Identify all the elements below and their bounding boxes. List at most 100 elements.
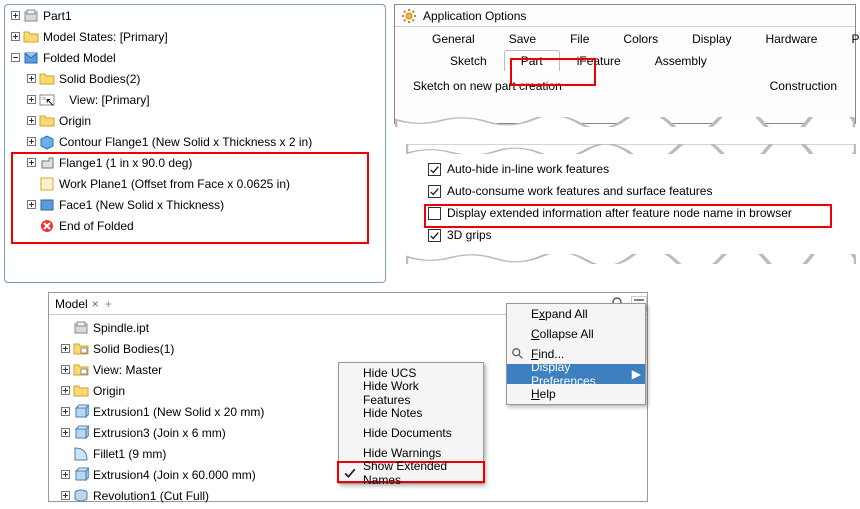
application-options-dialog: Application Options GeneralSaveFileColor… xyxy=(394,4,856,124)
tree-expander[interactable] xyxy=(9,52,21,64)
dialog-title: Application Options xyxy=(423,9,526,23)
menu-label: Help xyxy=(531,387,556,401)
tree-expander[interactable] xyxy=(59,490,71,502)
menu-label: Hide Documents xyxy=(363,426,452,440)
tab-general[interactable]: General xyxy=(415,28,492,49)
tree-item[interactable]: Solid Bodies(2) xyxy=(5,68,385,89)
highlight-box-checkbox xyxy=(424,204,832,228)
menu-label: Show Extended Names xyxy=(363,459,469,487)
folder-view-icon xyxy=(73,341,89,357)
tab-add-icon[interactable]: + xyxy=(105,297,112,311)
folder-icon xyxy=(39,113,55,129)
extrusion-icon xyxy=(73,425,89,441)
revolution-icon xyxy=(73,488,89,504)
context-menu-hide-options[interactable]: Hide UCS Hide Work Features Hide Notes Hide… xyxy=(338,362,484,484)
menu-item[interactable]: Collapse All xyxy=(507,324,645,344)
tree-expander[interactable] xyxy=(25,136,37,148)
search-icon xyxy=(511,347,525,361)
tree-label: View: [Primary] xyxy=(69,93,149,107)
tree-label: Origin xyxy=(93,384,125,398)
tab-assembly[interactable]: Assembly xyxy=(638,50,724,71)
part-icon xyxy=(23,8,39,24)
tree-label: Extrusion3 (Join x 6 mm) xyxy=(93,426,226,440)
checkbox-label: 3D grips xyxy=(447,228,492,242)
tab-save[interactable]: Save xyxy=(492,28,553,49)
tree-item[interactable]: Origin xyxy=(5,110,385,131)
contour-icon xyxy=(39,134,55,150)
tree-expander[interactable] xyxy=(59,469,71,481)
tree-label: Spindle.ipt xyxy=(93,321,149,335)
check-icon xyxy=(343,466,357,480)
tree-label: Solid Bodies(1) xyxy=(93,342,174,356)
checkbox-option[interactable]: Auto-hide in-line work features xyxy=(428,158,834,180)
checkbox-option[interactable]: Auto-consume work features and surface f… xyxy=(428,180,834,202)
highlight-box-tab xyxy=(510,58,596,86)
tab-model[interactable]: Model xyxy=(55,297,88,311)
tab-hardware[interactable]: Hardware xyxy=(748,28,834,49)
tree-label: Folded Model xyxy=(43,51,116,65)
tree-expander[interactable] xyxy=(59,364,71,376)
menu-item[interactable]: Show Extended Names xyxy=(339,463,483,483)
tree-label: Extrusion1 (New Solid x 20 mm) xyxy=(93,405,264,419)
opt-text-right: Construction xyxy=(770,79,837,93)
tree-expander[interactable] xyxy=(59,343,71,355)
menu-label: Collapse All xyxy=(531,327,594,341)
folder-icon xyxy=(73,383,89,399)
tree-label: Solid Bodies(2) xyxy=(59,72,140,86)
tree-label: Extrusion4 (Join x 60.000 mm) xyxy=(93,468,256,482)
menu-label: Hide UCS xyxy=(363,366,416,380)
folder-icon xyxy=(39,71,55,87)
tree-expander[interactable] xyxy=(59,406,71,418)
options-checkbox-group: Auto-hide in-line work features Auto-cons… xyxy=(406,150,856,260)
tree-label: Revolution1 (Cut Full) xyxy=(93,489,209,503)
tab-prompts[interactable]: Prompts xyxy=(834,28,860,49)
menu-item[interactable]: Hide Documents xyxy=(339,423,483,443)
checkbox-icon[interactable] xyxy=(428,163,441,176)
tree-label: Origin xyxy=(59,114,91,128)
checkbox-icon[interactable] xyxy=(428,229,441,242)
menu-label: Expand All xyxy=(531,307,588,321)
tree-item[interactable]: Model States: [Primary] xyxy=(5,26,385,47)
tree-expander[interactable] xyxy=(59,385,71,397)
menu-label: Hide Warnings xyxy=(363,446,441,460)
tree-label: Part1 xyxy=(43,9,72,23)
tab-file[interactable]: File xyxy=(553,28,606,49)
tree-expander[interactable] xyxy=(59,427,71,439)
chevron-right-icon: ▶ xyxy=(632,367,641,381)
tree-label: Fillet1 (9 mm) xyxy=(93,447,166,461)
menu-item[interactable]: Help xyxy=(507,384,645,404)
browser-tree-panel-1: Part1 Model States: [Primary] Folded Model… xyxy=(4,4,386,283)
tree-label: Model States: [Primary] xyxy=(43,30,168,44)
cog-icon xyxy=(401,8,417,24)
tree-expander[interactable] xyxy=(25,73,37,85)
fillet-icon xyxy=(73,446,89,462)
tree-expander[interactable] xyxy=(25,115,37,127)
folder-view-icon xyxy=(73,362,89,378)
tab-colors[interactable]: Colors xyxy=(606,28,675,49)
tree-expander[interactable] xyxy=(9,31,21,43)
menu-item[interactable]: Hide Work Features xyxy=(339,383,483,403)
folder-icon xyxy=(23,29,39,45)
folded-icon xyxy=(23,50,39,66)
extrusion-icon xyxy=(73,404,89,420)
menu-item[interactable]: Expand All xyxy=(507,304,645,324)
context-menu-panel-options[interactable]: Expand AllCollapse AllFind...Display Pre… xyxy=(506,303,646,405)
tree-item[interactable]: ↖View: [Primary] xyxy=(5,89,385,110)
tab-sketch[interactable]: Sketch xyxy=(433,50,504,71)
checkbox-icon[interactable] xyxy=(428,185,441,198)
menu-item[interactable]: Display Preferences▶ xyxy=(507,364,645,384)
checkbox-label: Auto-hide in-line work features xyxy=(447,162,609,176)
menu-label: Hide Notes xyxy=(363,406,422,420)
extrusion-icon xyxy=(73,467,89,483)
tree-item[interactable]: Revolution1 (Cut Full) xyxy=(55,485,641,506)
highlight-box-tree xyxy=(11,152,369,244)
tree-expander[interactable] xyxy=(9,10,21,22)
tree-expander[interactable] xyxy=(25,94,37,106)
tab-display[interactable]: Display xyxy=(675,28,748,49)
tree-item[interactable]: Contour Flange1 (New Solid x Thickness x… xyxy=(5,131,385,152)
tab-close-icon[interactable]: × xyxy=(92,297,99,311)
menu-item[interactable]: Hide Notes xyxy=(339,403,483,423)
tree-item[interactable]: Part1 xyxy=(5,5,385,26)
tree-label: View: Master xyxy=(93,363,162,377)
tree-item[interactable]: Folded Model xyxy=(5,47,385,68)
